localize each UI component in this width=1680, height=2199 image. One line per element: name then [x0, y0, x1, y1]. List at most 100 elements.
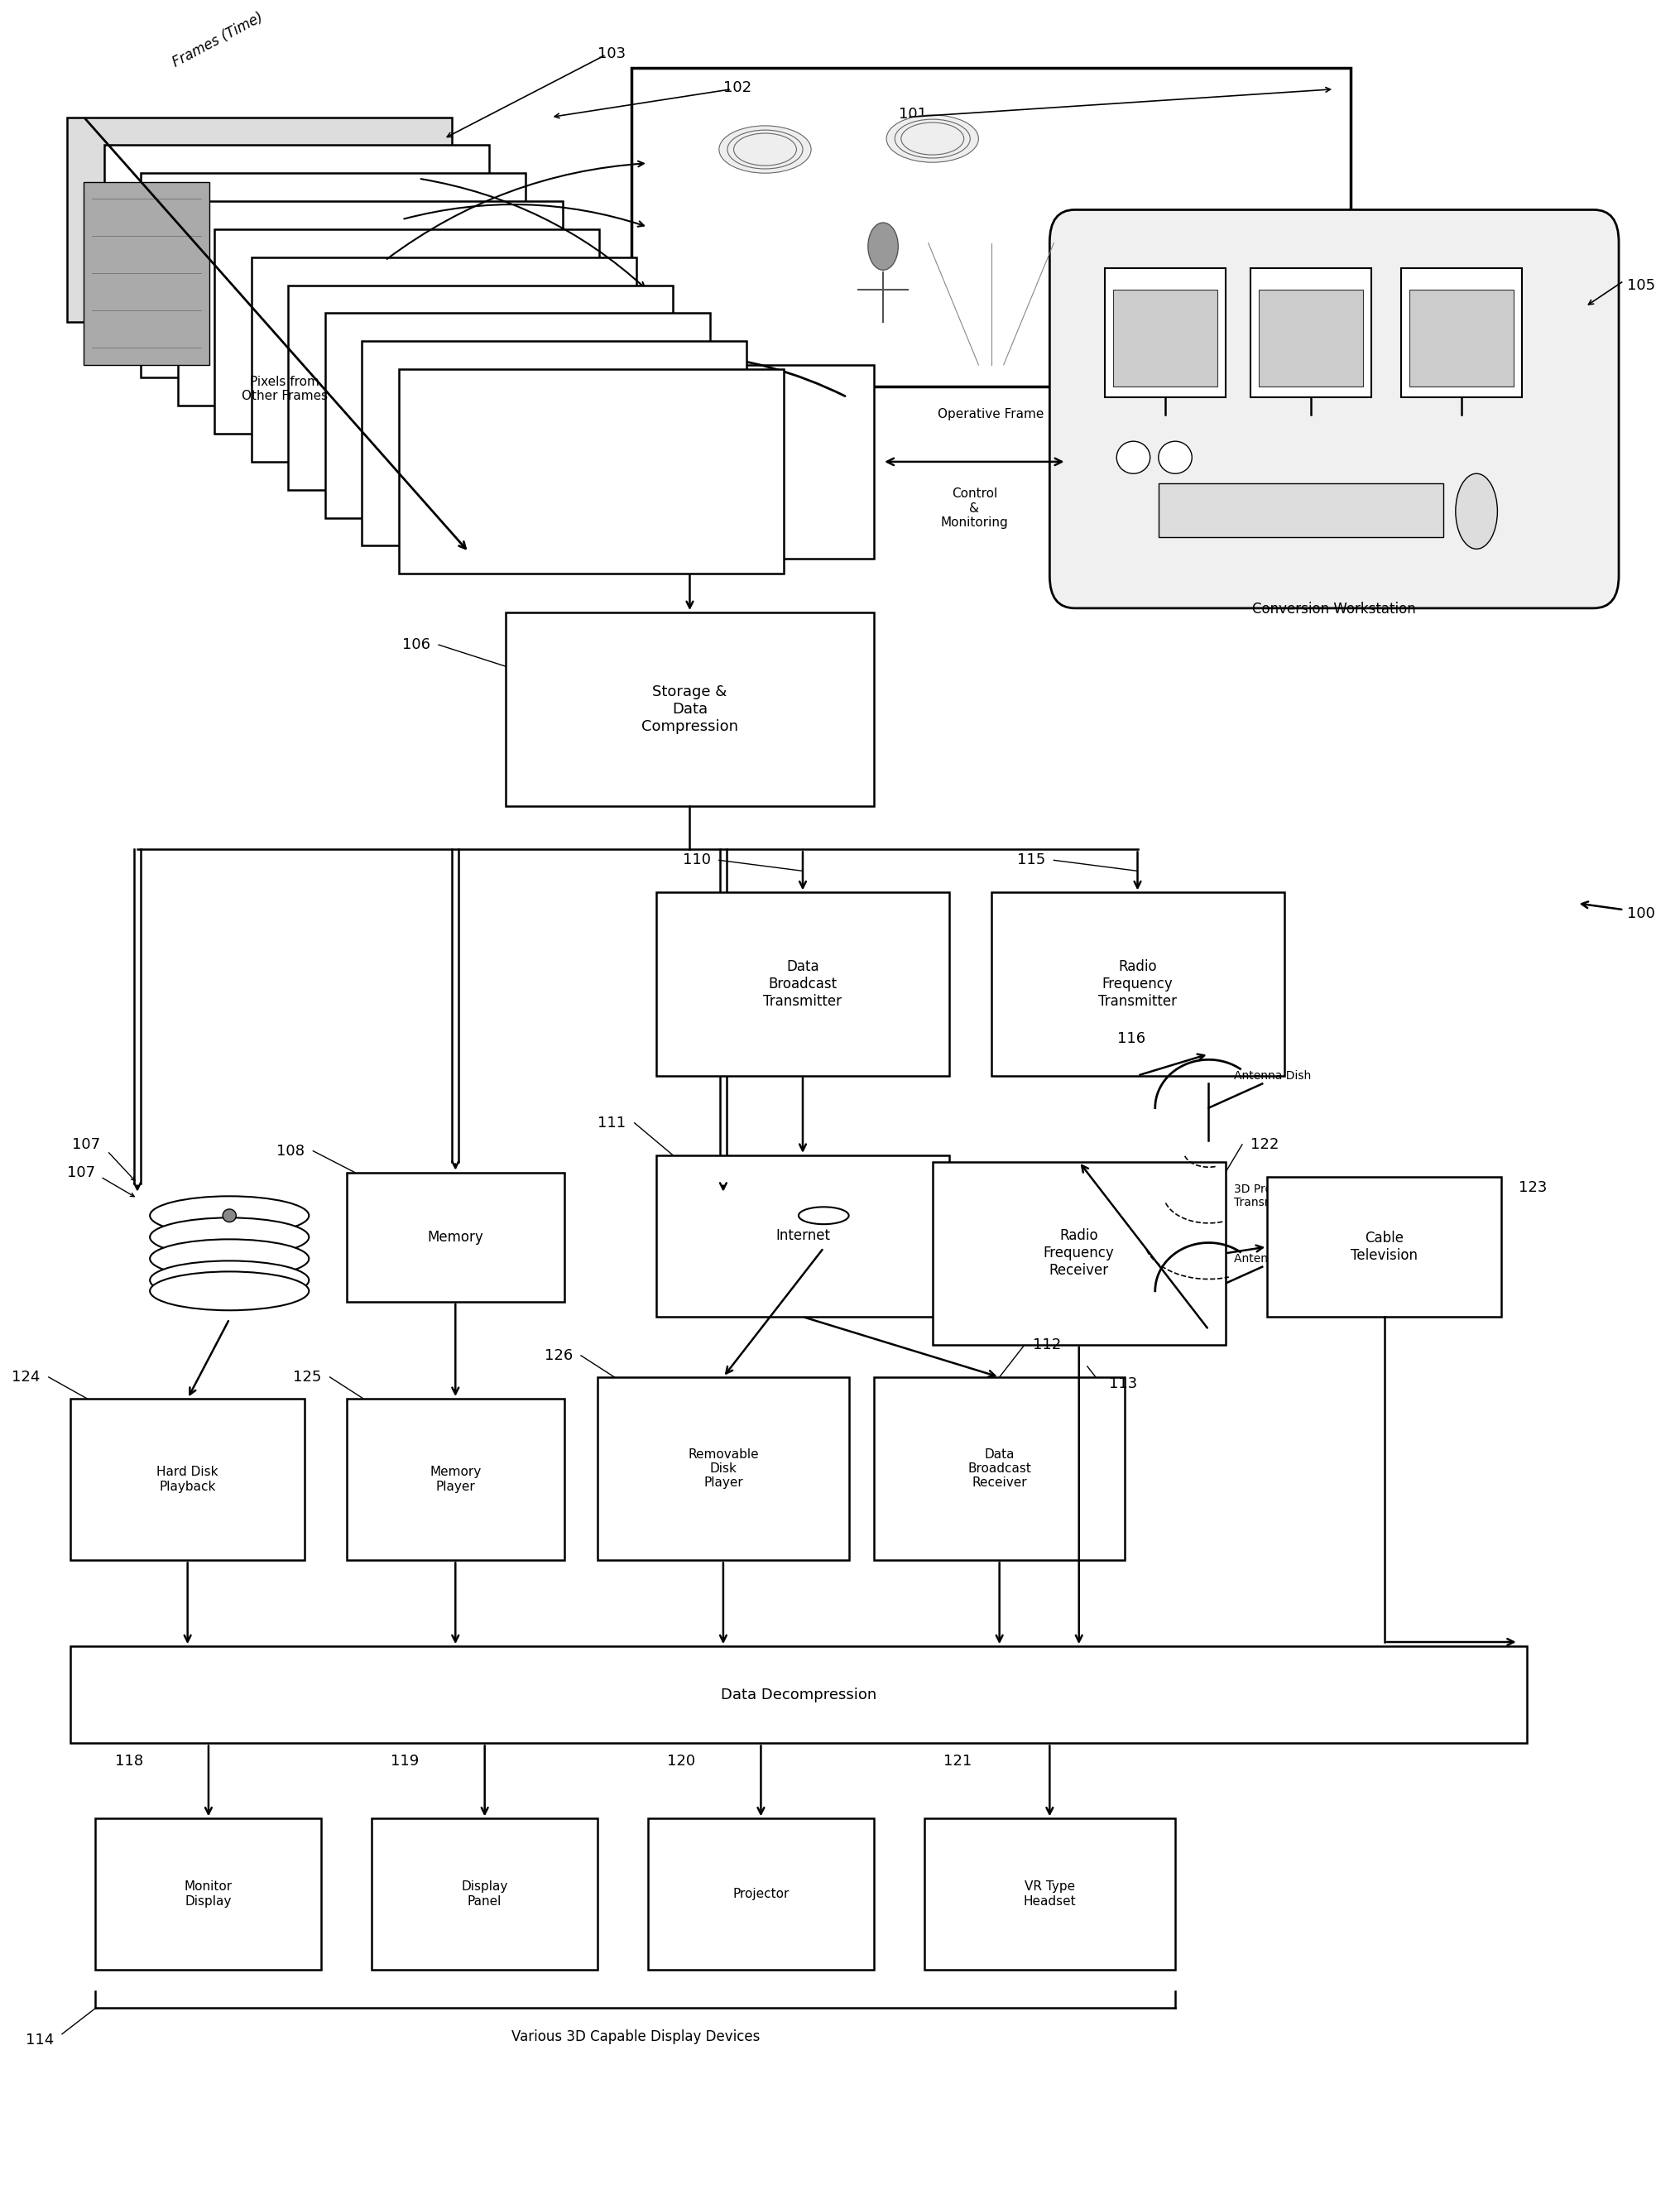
Bar	[506, 365, 874, 559]
Bar	[655, 893, 949, 1075]
Ellipse shape	[722, 1185, 924, 1245]
Text: Antenna Dish: Antenna Dish	[1233, 1253, 1310, 1264]
Bar	[67, 117, 452, 321]
Text: Antenna Dish: Antenna Dish	[1233, 1069, 1310, 1082]
Ellipse shape	[223, 1209, 235, 1223]
Ellipse shape	[150, 1240, 309, 1278]
Text: 118: 118	[114, 1755, 143, 1768]
Text: Operative Frame: Operative Frame	[937, 407, 1043, 420]
Text: 120: 120	[667, 1755, 696, 1768]
Text: 113: 113	[1109, 1377, 1137, 1392]
Text: 2D to 3D
Conversion
Processing: 2D to 3D Conversion Processing	[648, 438, 731, 486]
Text: Various 3D Capable Display Devices: Various 3D Capable Display Devices	[511, 2030, 759, 2045]
Text: 104: 104	[402, 325, 430, 341]
Text: 110: 110	[682, 853, 711, 869]
Text: 115: 115	[1016, 853, 1045, 869]
Text: Frames (Time): Frames (Time)	[170, 9, 265, 70]
Bar	[178, 200, 563, 407]
Text: 109: 109	[662, 1161, 689, 1176]
Text: 3D Program Data
Transmission: 3D Program Data Transmission	[1233, 1183, 1332, 1207]
Text: Radio
Frequency
Receiver: Radio Frequency Receiver	[1043, 1229, 1114, 1278]
Text: Cable
Television: Cable Television	[1351, 1231, 1418, 1262]
Text: VR Type
Headset: VR Type Headset	[1023, 1880, 1075, 1907]
Text: Control
&
Monitoring: Control & Monitoring	[941, 488, 1008, 528]
Text: Memory
Player: Memory Player	[430, 1467, 480, 1493]
Bar	[1258, 290, 1362, 387]
Bar	[1410, 290, 1512, 387]
Text: 116: 116	[1116, 1031, 1144, 1047]
Text: 125: 125	[292, 1370, 321, 1385]
Ellipse shape	[900, 123, 963, 154]
Bar	[1104, 268, 1225, 398]
Bar	[1250, 268, 1371, 398]
Text: 124: 124	[12, 1370, 40, 1385]
Text: 111: 111	[598, 1115, 627, 1130]
Bar	[1401, 268, 1520, 398]
Ellipse shape	[150, 1271, 309, 1311]
Ellipse shape	[798, 1207, 848, 1225]
Text: Conversion Workstation: Conversion Workstation	[1252, 603, 1415, 616]
Text: Data Decompression: Data Decompression	[721, 1687, 875, 1702]
Ellipse shape	[894, 119, 969, 158]
Bar	[346, 1172, 564, 1302]
Text: 107: 107	[67, 1165, 96, 1181]
Ellipse shape	[734, 134, 796, 165]
Text: 119: 119	[391, 1755, 418, 1768]
Text: 112: 112	[1033, 1337, 1060, 1352]
Bar	[361, 341, 746, 545]
Bar	[506, 614, 874, 807]
Bar	[346, 1399, 564, 1559]
Text: Radio
Frequency
Transmitter: Radio Frequency Transmitter	[1097, 959, 1176, 1009]
Text: 114: 114	[25, 2034, 54, 2047]
FancyBboxPatch shape	[1048, 209, 1618, 609]
Bar	[932, 1161, 1225, 1346]
Bar	[874, 1377, 1124, 1559]
Text: 100: 100	[1626, 906, 1655, 921]
Text: Data
Broadcast
Receiver: Data Broadcast Receiver	[968, 1447, 1032, 1489]
Bar	[1267, 1176, 1500, 1317]
Bar	[150, 1227, 309, 1291]
Bar	[324, 312, 709, 517]
Bar	[371, 1819, 598, 1970]
Bar	[655, 1154, 949, 1317]
Text: 106: 106	[402, 638, 430, 653]
Text: 101: 101	[899, 106, 927, 121]
Text: 121: 121	[942, 1755, 971, 1768]
Bar	[1158, 484, 1443, 537]
Ellipse shape	[719, 125, 811, 174]
Text: Memory: Memory	[427, 1229, 484, 1245]
Bar	[398, 369, 783, 574]
Ellipse shape	[727, 130, 803, 169]
Ellipse shape	[150, 1196, 309, 1236]
Bar	[598, 1377, 848, 1559]
Text: 102: 102	[722, 81, 751, 95]
Ellipse shape	[1455, 473, 1497, 550]
Bar	[250, 257, 637, 462]
Bar	[141, 174, 526, 378]
Text: Monitor
Display: Monitor Display	[185, 1880, 232, 1907]
Bar	[647, 1819, 874, 1970]
Text: 123: 123	[1517, 1181, 1546, 1194]
Ellipse shape	[150, 1218, 309, 1256]
Bar	[991, 893, 1284, 1075]
Bar	[1112, 290, 1216, 387]
Text: Display
Panel: Display Panel	[460, 1880, 507, 1907]
Bar	[84, 183, 210, 365]
Ellipse shape	[150, 1260, 309, 1300]
Text: 105: 105	[1626, 277, 1655, 292]
Text: 122: 122	[1250, 1137, 1278, 1152]
Text: 108: 108	[277, 1143, 304, 1159]
Ellipse shape	[1116, 442, 1149, 473]
Bar	[71, 1647, 1525, 1744]
Text: 126: 126	[544, 1348, 573, 1363]
Text: Internet: Internet	[774, 1229, 830, 1242]
Bar	[632, 68, 1351, 387]
Text: Pixels from
Other Frames: Pixels from Other Frames	[242, 376, 328, 402]
Text: 103: 103	[598, 46, 625, 62]
Text: Hard Disk
Playback: Hard Disk Playback	[156, 1467, 218, 1493]
Text: Storage &
Data
Compression: Storage & Data Compression	[642, 684, 738, 734]
Text: 107: 107	[72, 1137, 101, 1152]
Bar	[96, 1819, 321, 1970]
Text: 117: 117	[1116, 1214, 1144, 1229]
Text: Projector: Projector	[732, 1887, 790, 1900]
